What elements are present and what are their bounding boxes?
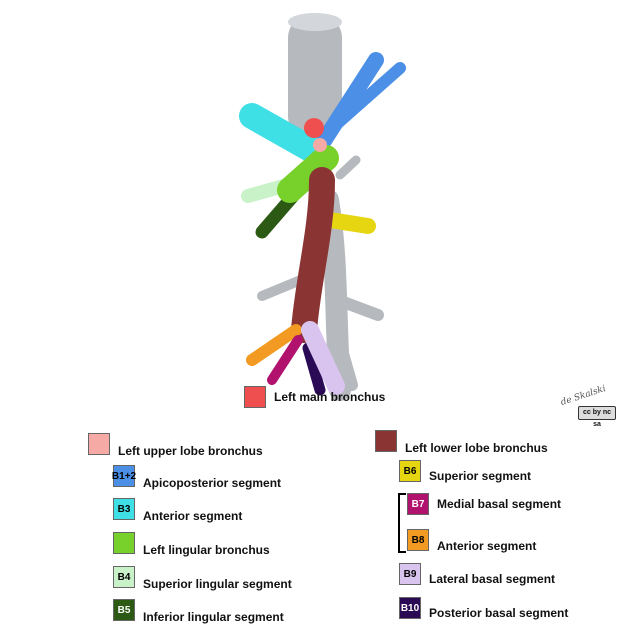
swatch-lower-lobe: [375, 430, 397, 452]
swatch-lingular: [113, 532, 135, 554]
swatch-b7: B7: [407, 493, 429, 515]
legend-b4: B4 Superior lingular segment: [113, 563, 292, 591]
swatch-b9: B9: [399, 563, 421, 585]
legend-b8: B8 Anterior segment: [407, 527, 536, 553]
legend-label: Left main bronchus: [274, 390, 386, 404]
legend-label: Posterior basal segment: [429, 606, 569, 620]
legend-label: Inferior lingular segment: [143, 610, 284, 624]
legend-b7: B7 Medial basal segment: [407, 493, 561, 515]
legend-b5: B5 Inferior lingular segment: [113, 596, 284, 624]
basal-bracket: [398, 493, 406, 553]
legend-lingular-bronchus: Left lingular bronchus: [113, 529, 270, 557]
swatch-b5: B5: [113, 599, 135, 621]
legend-b6: B6 Superior segment: [399, 459, 531, 483]
trachea: [288, 13, 342, 140]
legend-b12: B1+2 Apicoposterior segment: [112, 462, 282, 490]
legend-label: Left lower lobe bronchus: [405, 441, 548, 455]
legend-label: Superior lingular segment: [143, 577, 292, 591]
swatch-b12: B1+2: [112, 465, 136, 487]
legend-label: Left lingular bronchus: [143, 543, 270, 557]
legend-b9: B9 Lateral basal segment: [399, 562, 555, 586]
swatch-b3: B3: [113, 498, 135, 520]
swatch-b10: B10: [399, 597, 421, 619]
legend-left-main-bronchus: Left main bronchus: [244, 386, 385, 408]
swatch-b8: B8: [407, 529, 429, 551]
legend-label: Medial basal segment: [437, 497, 562, 511]
legend-b3: B3 Anterior segment: [113, 495, 242, 523]
swatch-b4: B4: [113, 566, 135, 588]
swatch-upper-lobe: [88, 433, 110, 455]
swatch-main: [244, 386, 266, 408]
swatch-b6: B6: [399, 460, 421, 482]
license-badge: cc by nc sa: [578, 406, 616, 428]
left-bronchial-tree: [239, 52, 406, 396]
legend-left-lower-lobe-bronchus: Left lower lobe bronchus: [375, 427, 548, 455]
legend-label: Anterior segment: [437, 539, 537, 553]
legend-label: Left upper lobe bronchus: [118, 444, 263, 458]
legend-label: Anterior segment: [143, 509, 243, 523]
legend-label: Apicoposterior segment: [143, 476, 282, 490]
legend-left-upper-lobe-bronchus: Left upper lobe bronchus: [88, 430, 263, 458]
legend-label: Lateral basal segment: [429, 572, 556, 586]
legend-label: Superior segment: [429, 469, 532, 483]
legend-b10: B10 Posterior basal segment: [399, 596, 568, 620]
